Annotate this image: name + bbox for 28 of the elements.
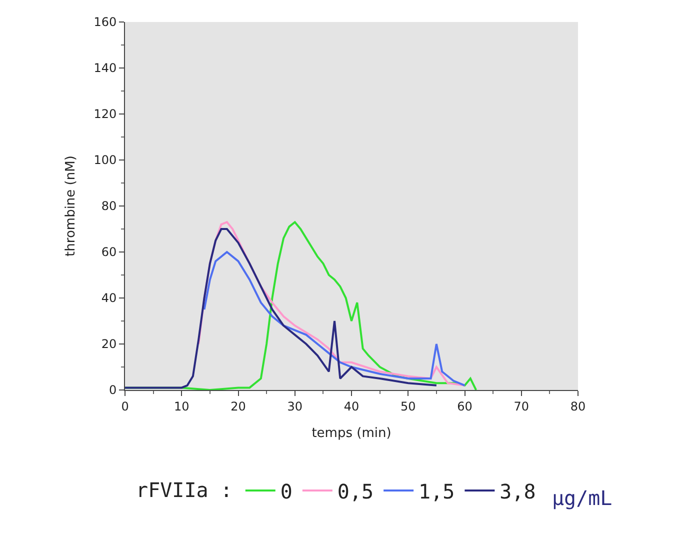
line-series	[125, 228, 438, 389]
x-tick-label: 50	[400, 399, 416, 414]
y-tick-label: 60	[101, 245, 117, 260]
y-axis-title: thrombine (nM)	[64, 156, 79, 256]
x-axis-title: temps (min)	[312, 426, 392, 441]
y-tick-label: 80	[101, 199, 117, 214]
x-tick-label: 20	[230, 399, 246, 414]
x-tick-label: 30	[287, 399, 303, 414]
x-tick-label: 70	[514, 399, 530, 414]
text: µg/mL	[552, 486, 612, 510]
line-series	[203, 251, 466, 386]
x-tick-label: 60	[457, 399, 472, 414]
legend-title: rFVIIa :	[136, 478, 232, 502]
x-tick-label: 80	[570, 399, 586, 414]
y-tick-label: 0	[108, 383, 117, 398]
y-tick-label: 140	[94, 61, 117, 76]
y-tick-label: 100	[94, 153, 117, 168]
y-tick-label: 40	[101, 291, 117, 306]
legend-label: 0,5	[337, 479, 374, 504]
y-tick-label: 20	[101, 337, 117, 352]
x-tick-label: 0	[121, 399, 129, 414]
x-tick-label: 10	[174, 399, 190, 414]
legend-label: 3,8	[500, 479, 536, 504]
legend-label: 1,5	[418, 479, 455, 504]
y-tick-label: 160	[94, 15, 117, 30]
legend-label: 0	[280, 479, 292, 504]
y-tick-label: 120	[94, 107, 117, 122]
x-tick-label: 40	[344, 399, 360, 414]
